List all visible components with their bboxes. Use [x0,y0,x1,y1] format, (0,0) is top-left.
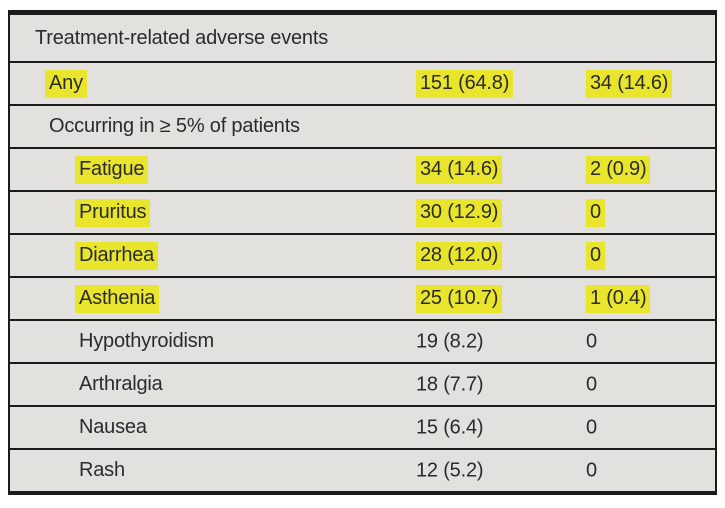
subsection-title: Occurring in ≥ 5% of patients [49,115,300,137]
row-label: Arthralgia [79,373,163,395]
row-label: Pruritus [75,198,151,227]
table-row-rash: Rash 12 (5.2) 0 [10,448,715,491]
table-row-any: Any 151 (64.8) 34 (14.6) [10,61,715,104]
table-row-asthenia: Asthenia 25 (10.7) 1 (0.4) [10,276,715,319]
cell-grade12: 25 (10.7) [416,284,503,313]
cell-grade34: 0 [586,198,605,227]
cell-grade34: 0 [586,416,597,438]
cell-grade34: 34 (14.6) [586,69,673,98]
cell-grade12: 18 (7.7) [416,373,484,395]
row-label: Any [45,69,87,98]
cell-grade34: 1 (0.4) [586,284,651,313]
table-row-hypothyroidism: Hypothyroidism 19 (8.2) 0 [10,319,715,362]
table-row-arthralgia: Arthralgia 18 (7.7) 0 [10,362,715,405]
table-row-diarrhea: Diarrhea 28 (12.0) 0 [10,233,715,276]
table-row-section-header: Treatment-related adverse events [10,15,715,61]
cell-grade12: 19 (8.2) [416,330,484,352]
cell-grade12: 15 (6.4) [416,416,484,438]
table-row-fatigue: Fatigue 34 (14.6) 2 (0.9) [10,147,715,190]
table-row-occurring-subheader: Occurring in ≥ 5% of patients [10,104,715,147]
row-label: Rash [79,459,125,481]
cell-grade34: 0 [586,373,597,395]
row-label: Nausea [79,416,147,438]
table-row-pruritus: Pruritus 30 (12.9) 0 [10,190,715,233]
row-label: Asthenia [75,284,160,313]
section-title: Treatment-related adverse events [35,26,329,49]
row-label: Fatigue [75,155,149,184]
cell-grade12: 30 (12.9) [416,198,503,227]
table-row-nausea: Nausea 15 (6.4) 0 [10,405,715,448]
cell-grade34: 0 [586,330,597,352]
cell-grade12: 12 (5.2) [416,459,484,481]
cell-grade12: 28 (12.0) [416,241,503,270]
cell-grade34: 0 [586,459,597,481]
row-label: Diarrhea [75,241,159,270]
cell-grade12: 151 (64.8) [416,69,514,98]
cell-grade34: 2 (0.9) [586,155,651,184]
adverse-events-table: Treatment-related adverse events Any 151… [8,10,717,495]
cell-grade34: 0 [586,241,605,270]
cell-grade12: 34 (14.6) [416,155,503,184]
row-label: Hypothyroidism [79,330,215,352]
